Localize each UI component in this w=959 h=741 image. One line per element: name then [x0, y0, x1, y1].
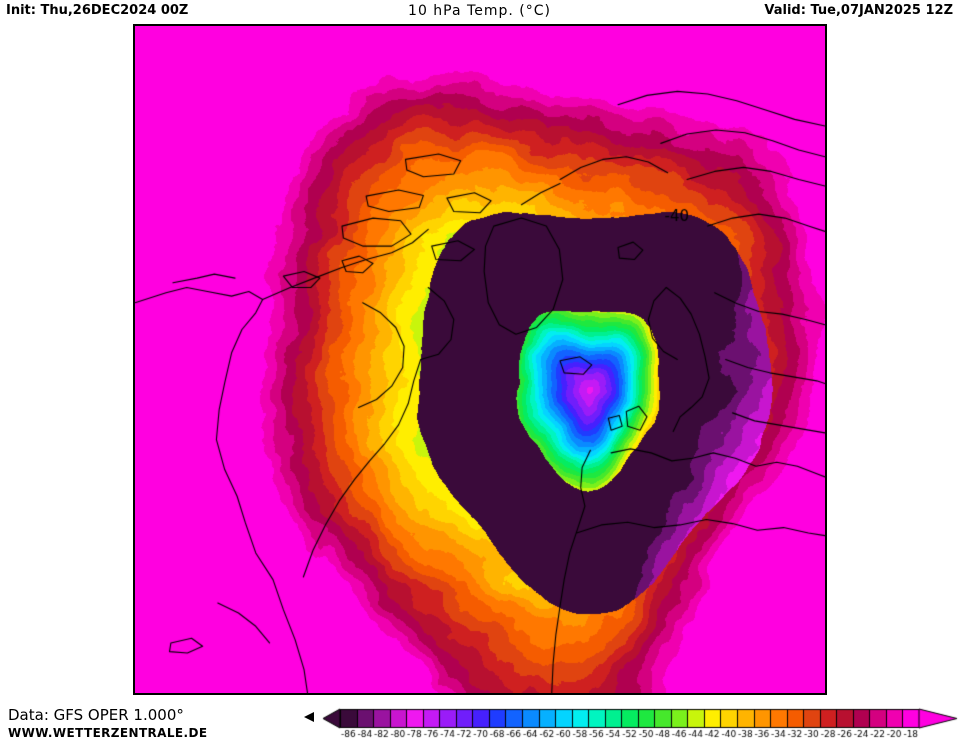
map-plot-area[interactable]	[133, 24, 827, 695]
page-title: 10 hPa Temp. (°C)	[408, 3, 551, 19]
website-label: WWW.WETTERZENTRALE.DE	[8, 726, 208, 740]
cursor-arrow-icon	[304, 712, 314, 722]
valid-time-label: Valid: Tue,07JAN2025 12Z	[764, 3, 953, 18]
colorbar-scale	[322, 707, 959, 741]
temperature-heatmap[interactable]	[135, 26, 825, 693]
data-source-label: Data: GFS OPER 1.000°	[8, 706, 184, 724]
init-time-label: Init: Thu,26DEC2024 00Z	[6, 3, 189, 18]
colorbar	[322, 707, 959, 741]
